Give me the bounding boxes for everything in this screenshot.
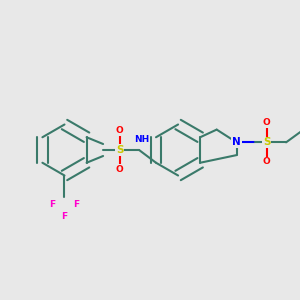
- Text: S: S: [116, 145, 123, 155]
- Text: F: F: [50, 200, 56, 208]
- Text: O: O: [263, 157, 271, 166]
- Text: F: F: [74, 200, 80, 208]
- Text: N: N: [232, 137, 241, 147]
- Text: O: O: [263, 118, 271, 127]
- Text: S: S: [263, 137, 270, 147]
- Text: NH: NH: [134, 135, 150, 144]
- Text: F: F: [61, 212, 68, 220]
- Text: O: O: [116, 165, 124, 174]
- Text: O: O: [116, 126, 124, 135]
